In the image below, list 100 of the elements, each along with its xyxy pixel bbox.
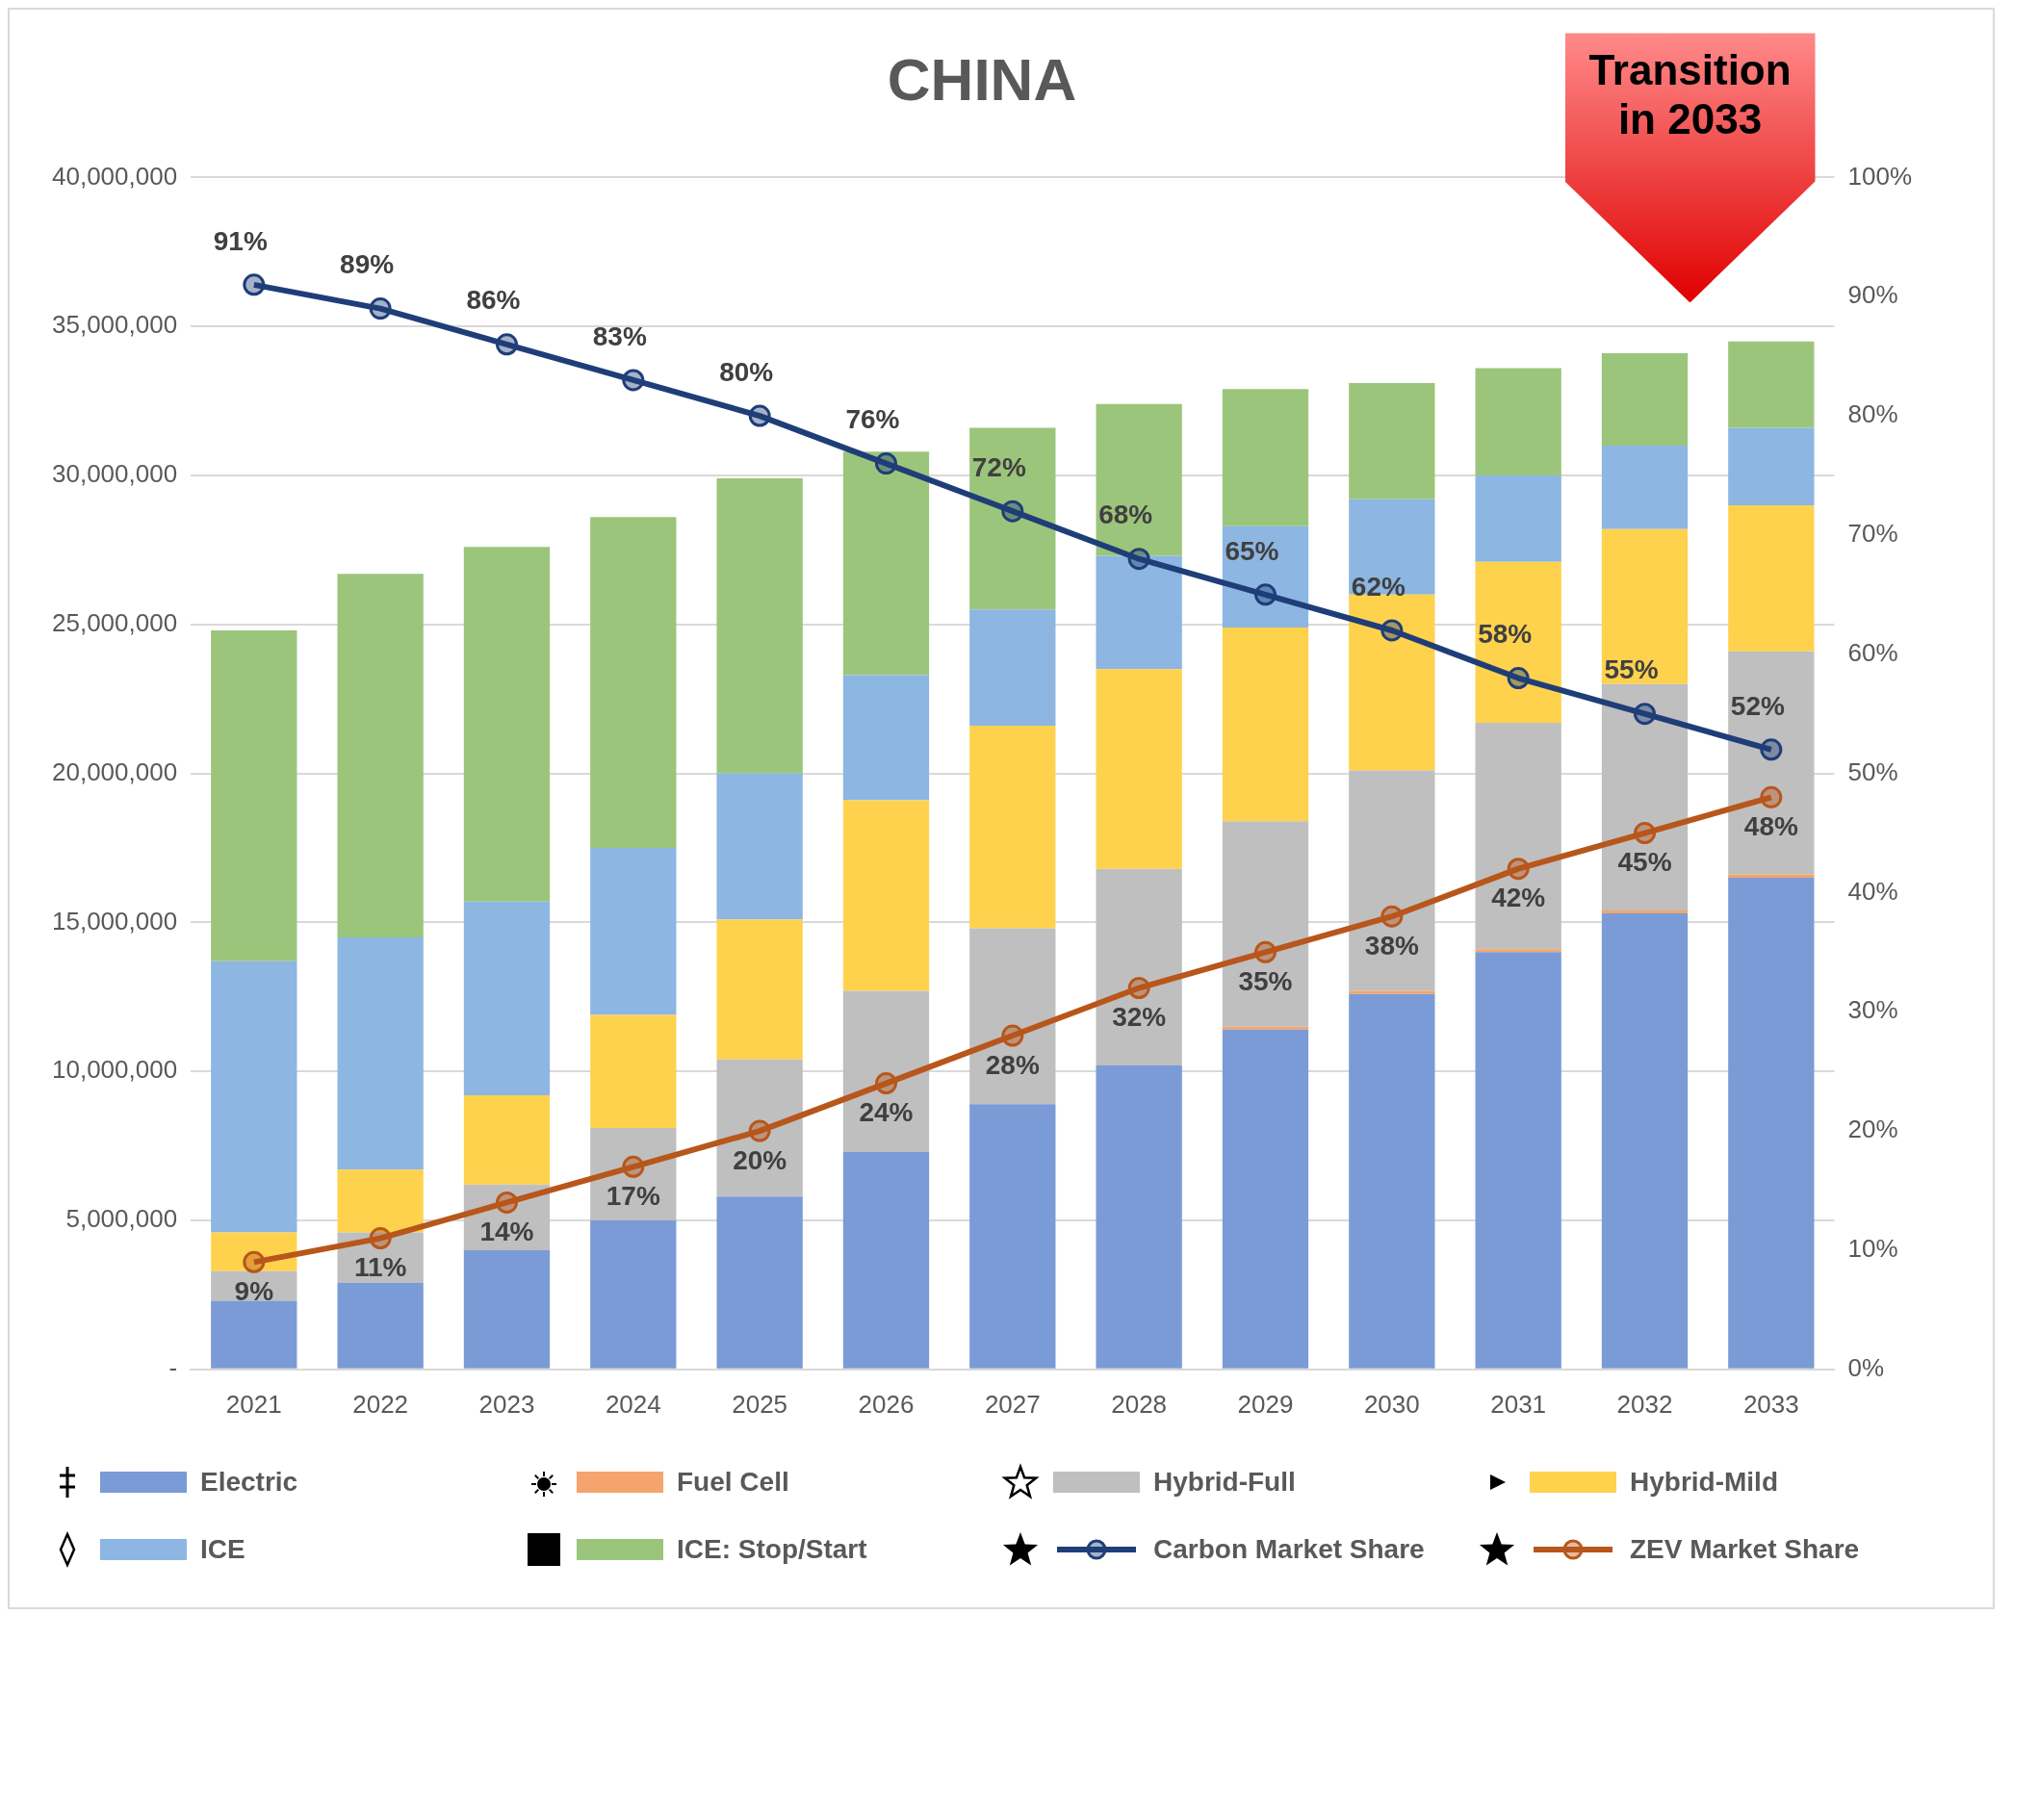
y2-tick-label: 70% [1847, 519, 1898, 549]
y2-tick-label: 50% [1847, 756, 1898, 786]
chart-title: CHINA [887, 46, 1077, 114]
x-tick-label: 2025 [732, 1389, 788, 1419]
bar [590, 517, 677, 848]
data-label: 83% [592, 320, 647, 351]
point [748, 1119, 771, 1142]
bar [716, 1059, 803, 1197]
point [243, 273, 266, 296]
bar [1096, 868, 1182, 1066]
bar [969, 726, 1056, 929]
bar [842, 990, 930, 1152]
bar [1601, 446, 1689, 529]
bar [1222, 525, 1309, 628]
point [874, 1072, 897, 1095]
point [495, 333, 518, 356]
x-tick-label: 2026 [858, 1389, 915, 1419]
bar [463, 547, 551, 902]
x-tick-label: 2032 [1616, 1389, 1673, 1419]
bar [1475, 561, 1561, 723]
y-tick-label: 40,000,000 [51, 161, 178, 191]
bar [211, 1232, 297, 1271]
point [1001, 500, 1024, 523]
data-label: 89% [340, 249, 395, 280]
bar [1601, 528, 1689, 684]
bar [1728, 341, 1815, 428]
point [1380, 905, 1404, 928]
legend-label: Hybrid-Full [1153, 1467, 1296, 1498]
y2-tick-label: 90% [1847, 280, 1898, 310]
bar [211, 629, 297, 961]
bar [1222, 821, 1309, 1027]
data-label: 48% [1743, 811, 1798, 842]
point [495, 1191, 518, 1214]
data-label: 55% [1604, 654, 1659, 685]
bar [1222, 1029, 1309, 1369]
point [369, 297, 392, 320]
point [622, 369, 645, 392]
bar [1601, 683, 1689, 911]
x-tick-label: 2021 [225, 1389, 282, 1419]
data-label: 14% [479, 1217, 534, 1247]
x-tick-label: 2029 [1237, 1389, 1294, 1419]
y2-tick-label: 60% [1847, 637, 1898, 667]
bar [1096, 403, 1182, 556]
bar [1222, 389, 1309, 526]
x-tick-label: 2033 [1742, 1389, 1799, 1419]
bar [1349, 499, 1435, 595]
y2-tick-label: 20% [1847, 1115, 1898, 1144]
legend-label: Carbon Market Share [1153, 1534, 1425, 1565]
bar [1349, 594, 1435, 771]
bar [842, 1151, 930, 1369]
bar [1728, 874, 1815, 878]
legend-label: Hybrid-Mild [1630, 1467, 1778, 1498]
y2-tick-label: 100% [1847, 161, 1912, 191]
y-tick-label: - [168, 1352, 178, 1382]
y2-tick-label: 80% [1847, 399, 1898, 429]
point [1127, 977, 1150, 1000]
point [1760, 738, 1783, 761]
x-tick-label: 2030 [1363, 1389, 1420, 1419]
y-tick-label: 20,000,000 [51, 756, 178, 786]
legend-label: Fuel Cell [677, 1467, 789, 1498]
data-label: 58% [1478, 619, 1533, 650]
data-label: 38% [1364, 930, 1419, 961]
bar [842, 675, 930, 801]
x-tick-label: 2022 [352, 1389, 409, 1419]
bar [463, 1094, 551, 1185]
bar [463, 901, 551, 1095]
data-label: 45% [1617, 847, 1672, 878]
data-label: 65% [1225, 535, 1279, 566]
data-label: 24% [859, 1097, 914, 1128]
bar [1349, 990, 1435, 994]
data-label: 62% [1351, 571, 1406, 602]
bar [1096, 555, 1182, 670]
bar [337, 1169, 424, 1233]
data-label: 68% [1098, 500, 1153, 530]
x-tick-label: 2028 [1111, 1389, 1168, 1419]
bar [1222, 627, 1309, 822]
bar [1601, 913, 1689, 1369]
bar [211, 961, 297, 1233]
point [1507, 667, 1530, 690]
bar [1222, 1026, 1309, 1030]
x-tick-label: 2031 [1490, 1389, 1547, 1419]
data-label: 35% [1238, 966, 1293, 997]
bar [1475, 952, 1561, 1369]
bar [211, 1300, 297, 1369]
bar [1475, 949, 1561, 953]
bar [842, 451, 930, 676]
y-tick-label: 30,000,000 [51, 459, 178, 489]
point [1380, 619, 1404, 642]
bar [1475, 722, 1561, 950]
x-tick-label: 2027 [984, 1389, 1041, 1419]
data-label: 28% [985, 1049, 1040, 1080]
data-label: 11% [353, 1252, 407, 1283]
bar [842, 800, 930, 991]
bar [1349, 993, 1435, 1369]
data-label: 52% [1730, 690, 1785, 721]
bar [716, 773, 803, 920]
bar [969, 609, 1056, 727]
bar [1728, 877, 1815, 1369]
bar [337, 1283, 424, 1369]
point [1507, 858, 1530, 881]
